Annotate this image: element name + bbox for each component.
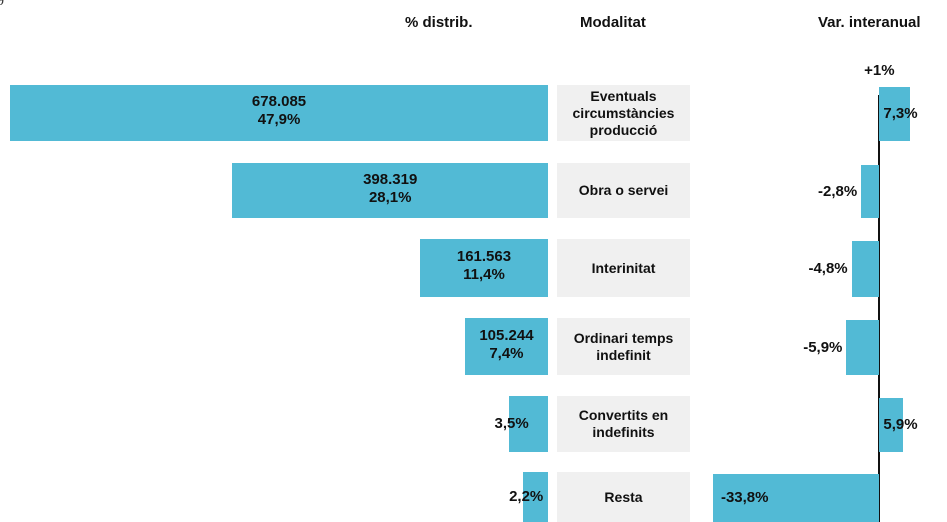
share-bar (232, 163, 548, 218)
category-box: Eventuals circumstàncies producció (557, 85, 690, 141)
count-label: 105.244 (479, 326, 534, 344)
change-label: -33,8% (720, 489, 769, 506)
share-label: 3,5% (494, 415, 529, 432)
share-label: 28,1% (368, 188, 412, 206)
category-box: Convertits en indefinits (557, 396, 690, 452)
change-label: -4,8% (808, 260, 848, 277)
share-bar (523, 472, 548, 522)
change-bar (861, 165, 880, 218)
change-bar (846, 320, 880, 375)
category-box: Resta (557, 472, 690, 522)
share-label: 47,9% (257, 111, 301, 128)
change-label: 5,9% (883, 416, 918, 433)
count-label: 398.319 (363, 170, 418, 188)
share-bar (508, 396, 548, 452)
share-bar (464, 318, 548, 375)
change-label: 7,3% (883, 105, 918, 122)
share-label: 2,2% (509, 488, 544, 505)
corner-text: 9 (0, 0, 4, 9)
share-bar (419, 239, 548, 297)
change-label: -2,8% (818, 182, 858, 200)
share-header: % distrib. (405, 14, 473, 31)
reference-label: +1% (864, 62, 895, 79)
count-label: 678.085 (251, 93, 307, 110)
share-label: 11,4% (463, 266, 505, 283)
share-bar (10, 85, 548, 141)
category-box: Interinitat (557, 239, 690, 297)
change-bar (879, 87, 910, 141)
share-label: 7,4% (489, 344, 524, 362)
category-box: Obra o servei (557, 163, 690, 218)
axis-line (878, 95, 881, 522)
change-bar (879, 398, 903, 452)
change-bar (851, 241, 880, 297)
category-box: Ordinari temps indefinit (557, 318, 690, 375)
count-label: 161.563 (456, 248, 512, 265)
change-label: -5,9% (803, 338, 843, 356)
change-header: Var. interanual (818, 14, 921, 31)
category-header: Modalitat (580, 14, 646, 31)
change-bar (712, 474, 880, 522)
